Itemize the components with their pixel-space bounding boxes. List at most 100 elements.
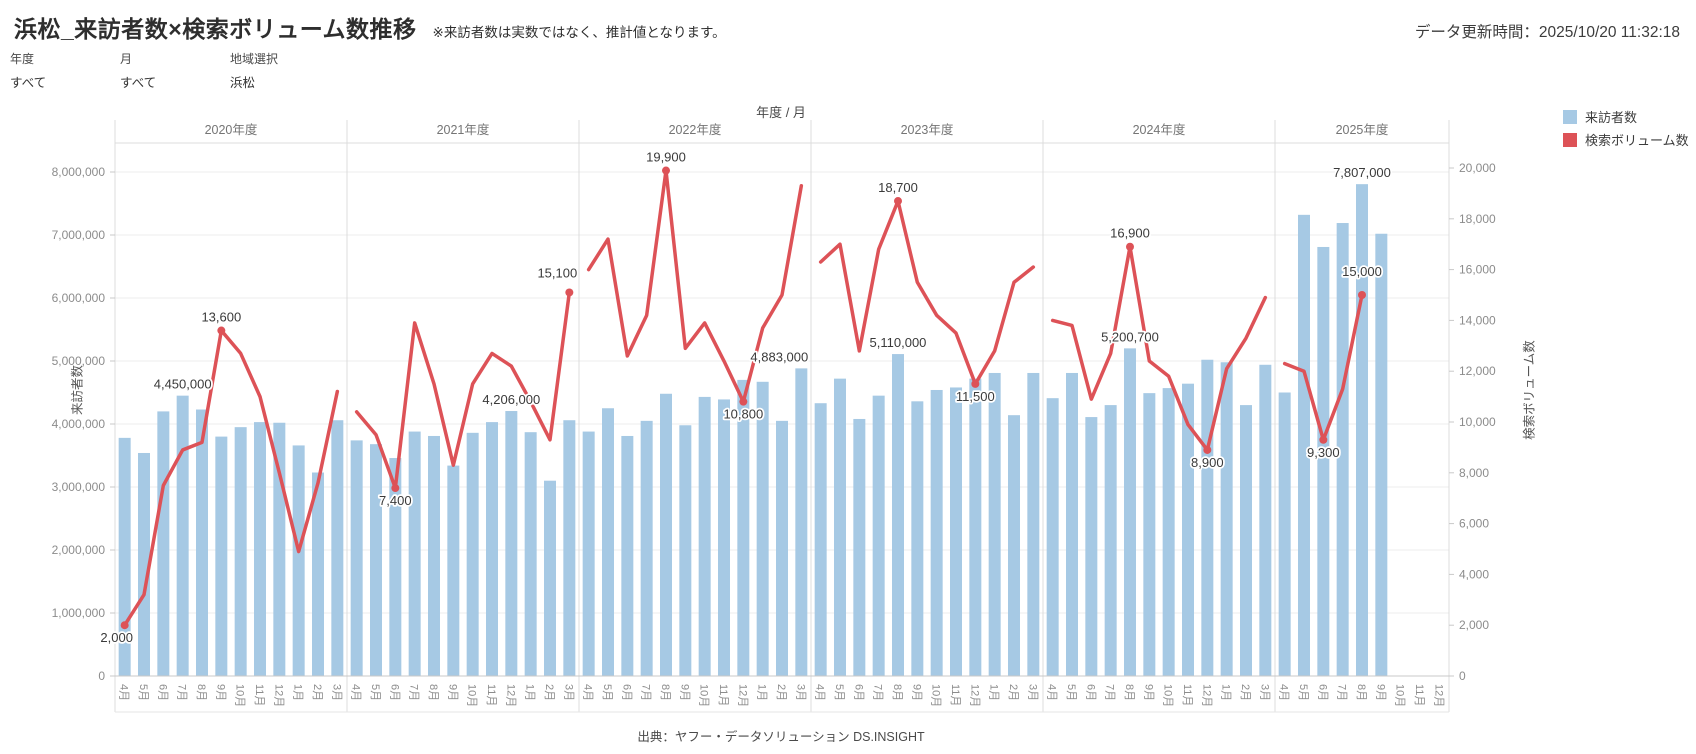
search-line-2023年度[interactable] [818,199,1036,386]
bar-2020年度-7月[interactable] [176,395,189,676]
bar-2021年度-8月[interactable] [427,435,440,676]
search-line-2022年度[interactable] [586,168,804,404]
bar-2020年度-6月[interactable] [157,411,170,676]
bar-2025年度-8月[interactable] [1355,184,1368,676]
bar-2024年度-6月[interactable] [1085,417,1098,676]
bar-2022年度-10月[interactable] [698,396,711,676]
bar-2020年度-11月[interactable] [253,422,266,676]
bar-2024年度-4月[interactable] [1046,398,1059,676]
bar-2024年度-10月[interactable] [1162,388,1175,676]
search-point-2022年度-8月[interactable] [661,166,670,175]
bar-2022年度-7月[interactable] [640,420,653,676]
month-label-2022年度-10月: 10月 [698,684,710,707]
bar-2023年度-9月[interactable] [911,401,924,676]
bar-2021年度-5月[interactable] [369,444,382,676]
bar-2022年度-6月[interactable] [621,435,634,676]
bar-2020年度-8月[interactable] [195,409,208,676]
bar-2023年度-2月[interactable] [1007,415,1020,676]
bar-2020年度-2月[interactable] [311,472,324,676]
bar-2020年度-5月[interactable] [137,452,150,676]
bar-2021年度-12月[interactable] [505,411,518,676]
search-point-2023年度-12月[interactable] [971,379,980,388]
month-label-2021年度-6月: 6月 [388,684,400,701]
filter-region[interactable]: 地域選択 浜松 [230,50,370,91]
bar-2022年度-3月[interactable] [795,368,808,676]
legend-item-visitors[interactable]: 来訪者数 [1563,105,1689,128]
search-point-2022年度-12月[interactable] [739,397,748,406]
search-point-2025年度-8月[interactable] [1357,291,1366,299]
bar-2020年度-9月[interactable] [215,436,228,676]
bar-2021年度-1月[interactable] [524,432,537,676]
bar-2020年度-10月[interactable] [234,427,247,676]
search-line-2020年度[interactable] [122,328,340,627]
bar-2020年度-3月[interactable] [331,420,344,676]
bar-2023年度-1月[interactable] [988,372,1001,676]
bar-2023年度-4月[interactable] [814,403,827,676]
value-label-4,206,000: 4,206,000 [482,392,540,407]
bar-2020年度-4月[interactable] [118,437,131,676]
search-point-2023年度-8月[interactable] [893,197,902,206]
bar-2021年度-9月[interactable] [447,465,460,676]
month-label-2021年度-8月: 8月 [427,684,439,701]
search-point-2021年度-6月[interactable] [391,484,400,493]
search-point-2025年度-6月[interactable] [1319,435,1328,444]
value-label-13,600: 13,600 [201,310,241,325]
bar-2021年度-4月[interactable] [350,440,363,676]
bar-2022年度-8月[interactable] [659,393,672,676]
bar-2021年度-10月[interactable] [466,432,479,676]
bar-2020年度-1月[interactable] [292,445,305,676]
bar-2022年度-12月[interactable] [737,379,750,676]
bar-2024年度-1月[interactable] [1220,362,1233,676]
bar-2025年度-4月[interactable] [1278,392,1291,677]
filter-region-value[interactable]: 浜松 [230,76,256,90]
bar-2023年度-11月[interactable] [949,387,962,676]
bar-2024年度-3月[interactable] [1259,364,1272,676]
bar-2022年度-11月[interactable] [717,399,730,676]
bar-2023年度-3月[interactable] [1027,372,1040,676]
search-point-2020年度-9月[interactable] [217,326,226,335]
bar-2023年度-8月[interactable] [891,354,904,676]
bar-2022年度-5月[interactable] [601,408,614,676]
bar-2025年度-7月[interactable] [1336,223,1349,676]
legend-item-search[interactable]: 検索ボリューム数 [1563,128,1689,151]
bar-2022年度-4月[interactable] [582,431,595,676]
search-point-2021年度-3月[interactable] [565,288,574,297]
bar-2023年度-10月[interactable] [930,389,943,676]
bar-2023年度-7月[interactable] [872,395,885,676]
bar-2021年度-2月[interactable] [543,480,556,676]
bar-2024年度-9月[interactable] [1143,393,1156,676]
bar-2024年度-5月[interactable] [1065,372,1078,676]
bar-2023年度-12月[interactable] [969,378,982,676]
bar-2022年度-2月[interactable] [775,420,788,676]
filter-month[interactable]: 月 すべて [120,50,230,91]
bar-2021年度-11月[interactable] [485,422,498,676]
search-line-2024年度[interactable] [1050,244,1268,452]
bar-2025年度-5月[interactable] [1297,214,1310,676]
filter-month-value[interactable]: すべて [120,76,157,90]
bar-2024年度-2月[interactable] [1239,405,1252,676]
bar-2021年度-6月[interactable] [389,458,402,676]
search-point-2024年度-12月[interactable] [1203,445,1212,454]
bar-2021年度-3月[interactable] [563,420,576,676]
search-point-2020年度-4月[interactable] [120,621,129,630]
page-title: 浜松_来訪者数×検索ボリューム数推移 [14,16,417,42]
panel-header-2024年度: 2024年度 [1133,122,1186,137]
filter-nendo[interactable]: 年度 すべて [10,50,120,91]
bar-2023年度-5月[interactable] [833,378,846,676]
bar-2024年度-7月[interactable] [1104,405,1117,676]
bar-2025年度-9月[interactable] [1375,233,1388,677]
bar-2024年度-11月[interactable] [1181,383,1194,676]
bar-2025年度-6月[interactable] [1317,246,1330,676]
bar-2024年度-8月[interactable] [1123,348,1136,676]
search-point-2024年度-8月[interactable] [1125,242,1134,251]
value-label-9,300: 9,300 [1307,445,1340,460]
bar-2021年度-7月[interactable] [408,431,421,676]
bar-2024年度-12月[interactable] [1201,359,1214,676]
month-label-2025年度-4月: 4月 [1278,684,1290,701]
filter-nendo-value[interactable]: すべて [10,76,47,90]
bar-2022年度-1月[interactable] [756,381,769,676]
bar-2022年度-9月[interactable] [679,425,692,676]
bar-2023年度-6月[interactable] [853,418,866,676]
search-line-2021年度[interactable] [354,290,572,490]
month-label-2024年度-4月: 4月 [1046,684,1058,701]
